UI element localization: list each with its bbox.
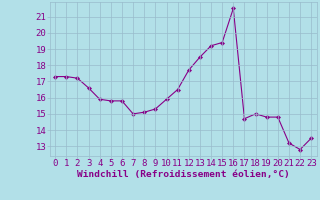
X-axis label: Windchill (Refroidissement éolien,°C): Windchill (Refroidissement éolien,°C) bbox=[77, 170, 290, 179]
